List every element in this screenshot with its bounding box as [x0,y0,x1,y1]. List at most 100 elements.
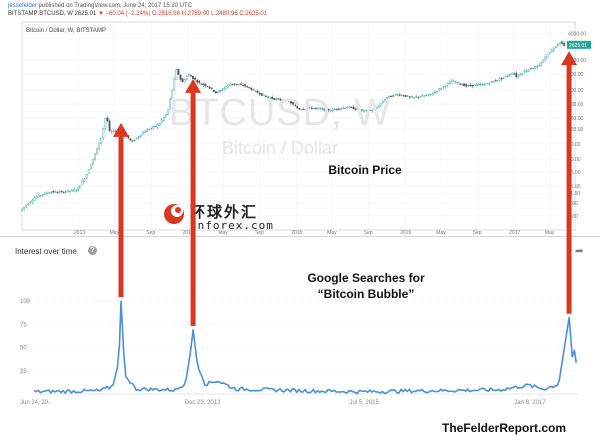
price-candle [325,108,328,110]
price-candle [540,63,543,66]
price-candle [488,83,491,85]
price-candle [48,192,51,194]
price-candle [525,70,528,73]
price-candle [94,153,96,160]
price-candle [252,89,255,91]
price-candle [427,94,430,96]
price-candle [66,190,69,193]
price-candle [373,108,376,110]
price-candle [167,109,169,115]
price-candle [194,77,196,80]
price-x-tick-label: May [327,230,337,236]
price-candle [275,98,278,100]
price-candle [429,94,432,96]
price-candle [413,96,415,98]
price-candle [290,101,292,104]
price-candle [169,98,171,110]
price-candle [404,95,407,97]
price-candle [89,164,92,170]
price-candle [550,49,553,52]
price-candle [542,60,545,63]
price-candle [187,74,190,77]
price-candle [446,83,449,86]
price-candle [496,80,499,82]
price-y-tick-label: 180.00 [568,116,584,122]
price-candle [329,110,332,112]
price-y-tick-label: 2625.01 [569,43,587,49]
price-x-tick-label: Sep [146,230,155,236]
price-candle [327,109,330,111]
price-x-tick-label: 2014 [183,230,194,236]
price-candle [181,78,184,83]
price-candle [521,73,524,75]
price-candle [50,191,53,194]
price-candle [104,118,107,129]
price-y-tick-label: 15.00 [568,184,581,190]
price-candle [219,90,222,92]
price-candle [133,139,136,142]
price-candle [271,97,274,100]
price-candle [62,191,65,193]
price-y-tick-label: 11.50 [568,191,580,197]
price-y-tick-label: 25.00 [568,170,581,176]
price-candle [450,81,453,84]
price-candle [529,68,532,70]
price-candle [71,189,73,192]
price-x-tick-label: May [436,230,446,236]
price-candle [394,94,397,96]
price-candle [296,106,299,109]
price-candle [298,108,301,110]
price-candle [383,99,386,102]
price-candle [498,78,501,81]
trends-y-tick-label: 100 [20,299,31,305]
price-candle [183,79,186,83]
cnforex-brand: 环球外汇 [190,203,259,221]
price-candle [177,69,180,75]
price-candle [31,200,34,203]
price-candle [56,192,59,194]
price-candle [323,108,326,111]
share-icon[interactable]: ➦ [575,246,584,257]
price-candle [106,117,109,122]
help-icon[interactable]: ? [88,246,97,255]
price-candle [479,84,482,86]
price-candle [171,89,174,100]
price-candle [129,138,132,141]
red-arrow-head [112,122,129,137]
price-candle [511,73,513,75]
price-x-tick-label: 2015 [291,230,302,236]
price-candle [154,126,157,128]
price-candle [408,96,411,98]
price-candle [112,130,115,132]
price-candle [158,122,161,126]
price-candle [98,142,101,150]
price-candle [492,80,495,83]
author-link[interactable]: jessefelder [8,3,38,9]
price-x-tick-label: 2016 [400,230,411,236]
price-candle [469,84,472,87]
price-candle [390,95,393,97]
price-candle [452,80,455,82]
price-candle [471,84,474,87]
price-candle [340,108,342,110]
price-candle [321,108,324,110]
price-candle [294,105,297,107]
price-candle [200,83,203,85]
price-chart-title: Bitcoin / Dollar, W, BITSTAMP [26,28,106,34]
trends-x-tick-label: Jan 8, 2017 [514,400,546,406]
price-candle [481,83,484,86]
price-candle [534,66,536,69]
price-candle [267,96,269,98]
price-candle [502,77,505,79]
price-candle [75,190,78,192]
price-candle [523,70,526,73]
price-candle [64,191,67,193]
price-candle [269,97,272,99]
price-candle [96,148,98,155]
price-candle [83,178,86,182]
price-candle [225,86,228,89]
price-candle [162,116,165,121]
price-candle [215,91,217,94]
google-searches-annotation: Google Searches for “Bitcoin Bubble” [307,271,425,301]
